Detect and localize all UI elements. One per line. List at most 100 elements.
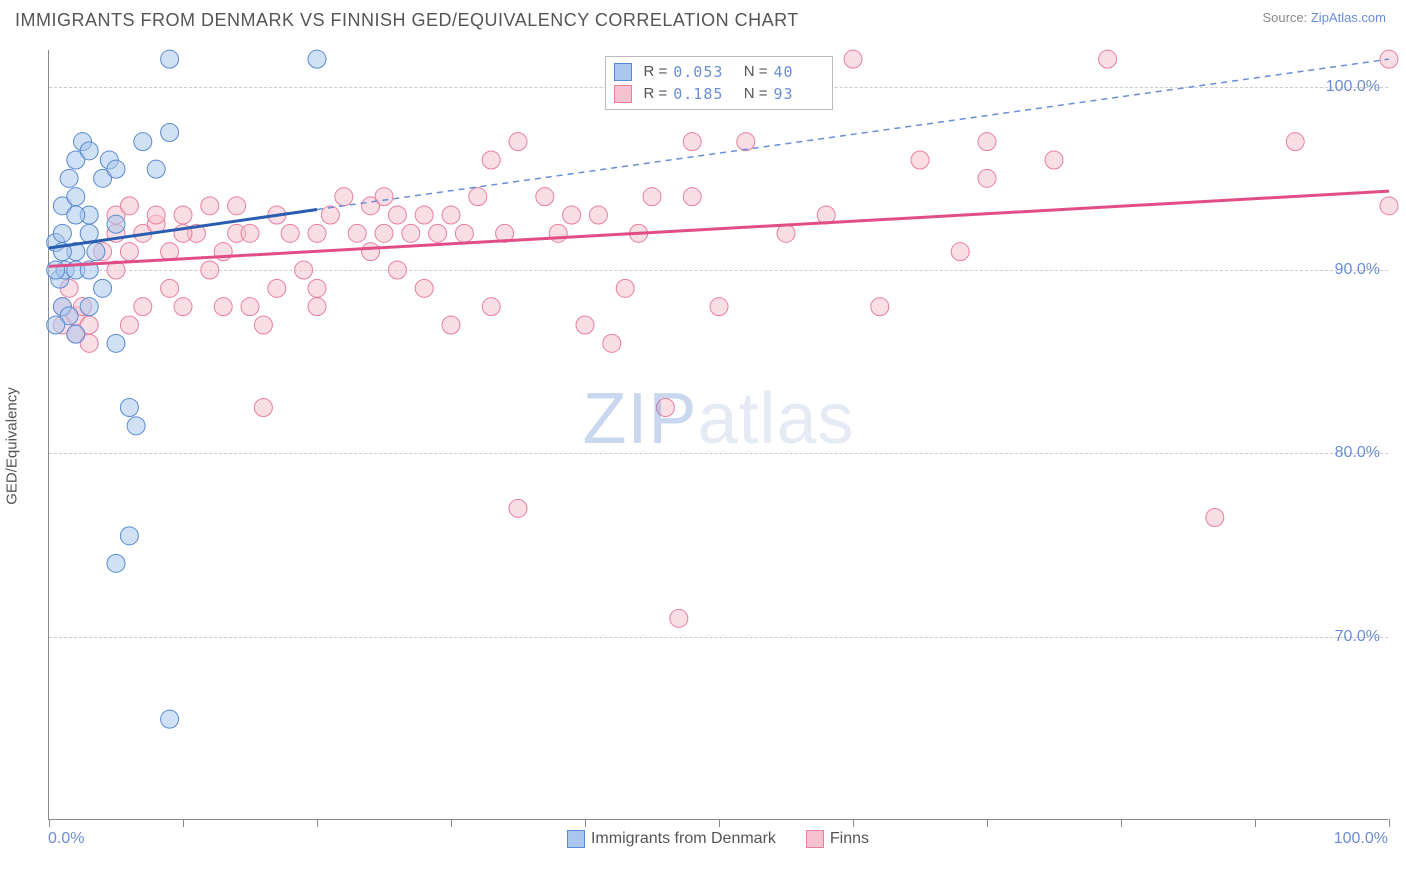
data-point [308,50,326,68]
data-point [120,527,138,545]
data-point [67,188,85,206]
data-point [161,50,179,68]
data-point [415,206,433,224]
data-point [67,325,85,343]
data-point [147,160,165,178]
chart-title: IMMIGRANTS FROM DENMARK VS FINNISH GED/E… [15,10,799,31]
x-max-label: 100.0% [1334,830,1388,848]
correlation-row: R =0.053 N =40 [613,61,823,83]
data-point [107,554,125,572]
data-point [147,206,165,224]
data-point [549,224,567,242]
data-point [375,224,393,242]
data-point [844,50,862,68]
x-tick-mark [1121,819,1122,827]
data-point [80,224,98,242]
data-point [161,124,179,142]
x-tick-mark [183,819,184,827]
r-label: R = [643,83,667,105]
legend-label: Finns [830,830,869,847]
x-min-label: 0.0% [48,830,84,848]
data-point [53,224,71,242]
data-point [1099,50,1117,68]
data-point [60,169,78,187]
data-point [134,298,152,316]
data-point [87,243,105,261]
data-point [429,224,447,242]
legend-label: Immigrants from Denmark [591,830,776,847]
data-point [161,710,179,728]
data-point [201,261,219,279]
data-point [127,417,145,435]
data-point [1045,151,1063,169]
data-point [455,224,473,242]
data-point [120,399,138,417]
data-point [415,279,433,297]
data-point [47,316,65,334]
data-point [174,298,192,316]
data-point [362,243,380,261]
data-point [536,188,554,206]
data-point [107,160,125,178]
data-point [603,334,621,352]
data-point [348,224,366,242]
n-value: 40 [774,61,824,83]
source-label: Source: ZipAtlas.com [1262,10,1386,25]
data-point [281,224,299,242]
x-tick-mark [317,819,318,827]
n-label: N = [744,83,768,105]
data-point [509,499,527,517]
data-point [1380,197,1398,215]
data-point [442,316,460,334]
data-point [120,316,138,334]
x-tick-mark [987,819,988,827]
data-point [107,334,125,352]
data-point [402,224,420,242]
n-value: 93 [774,83,824,105]
data-point [951,243,969,261]
data-point [67,206,85,224]
data-point [254,316,272,334]
legend-swatch [613,85,631,103]
data-point [978,169,996,187]
x-tick-mark [585,819,586,827]
data-point [335,188,353,206]
data-point [388,261,406,279]
data-point [469,188,487,206]
data-point [656,399,674,417]
correlation-row: R = 0.185 N = 93 [613,83,823,105]
data-point [47,261,65,279]
trend-line [317,59,1389,209]
data-point [482,151,500,169]
data-point [201,197,219,215]
data-point [375,188,393,206]
data-point [871,298,889,316]
x-tick-mark [49,819,50,827]
source-link[interactable]: ZipAtlas.com [1311,10,1386,25]
data-point [589,206,607,224]
legend-swatch [806,830,824,848]
data-point [228,197,246,215]
data-point [978,133,996,151]
legend-swatch [613,63,631,81]
data-point [1206,509,1224,527]
x-tick-mark [451,819,452,827]
data-point [295,261,313,279]
chart-plot-area: 70.0%80.0%90.0%100.0% ZIPatlas R =0.053 … [48,50,1388,820]
data-point [321,206,339,224]
data-point [737,133,755,151]
r-value: 0.185 [673,83,723,105]
data-point [241,298,259,316]
data-point [670,609,688,627]
source-prefix: Source: [1262,10,1310,25]
data-point [616,279,634,297]
data-point [308,279,326,297]
data-point [482,298,500,316]
data-point [268,279,286,297]
data-point [563,206,581,224]
data-point [643,188,661,206]
x-tick-mark [1389,819,1390,827]
x-axis-row: 0.0% Immigrants from Denmark Finns 100.0% [48,830,1388,860]
data-point [576,316,594,334]
data-point [134,133,152,151]
